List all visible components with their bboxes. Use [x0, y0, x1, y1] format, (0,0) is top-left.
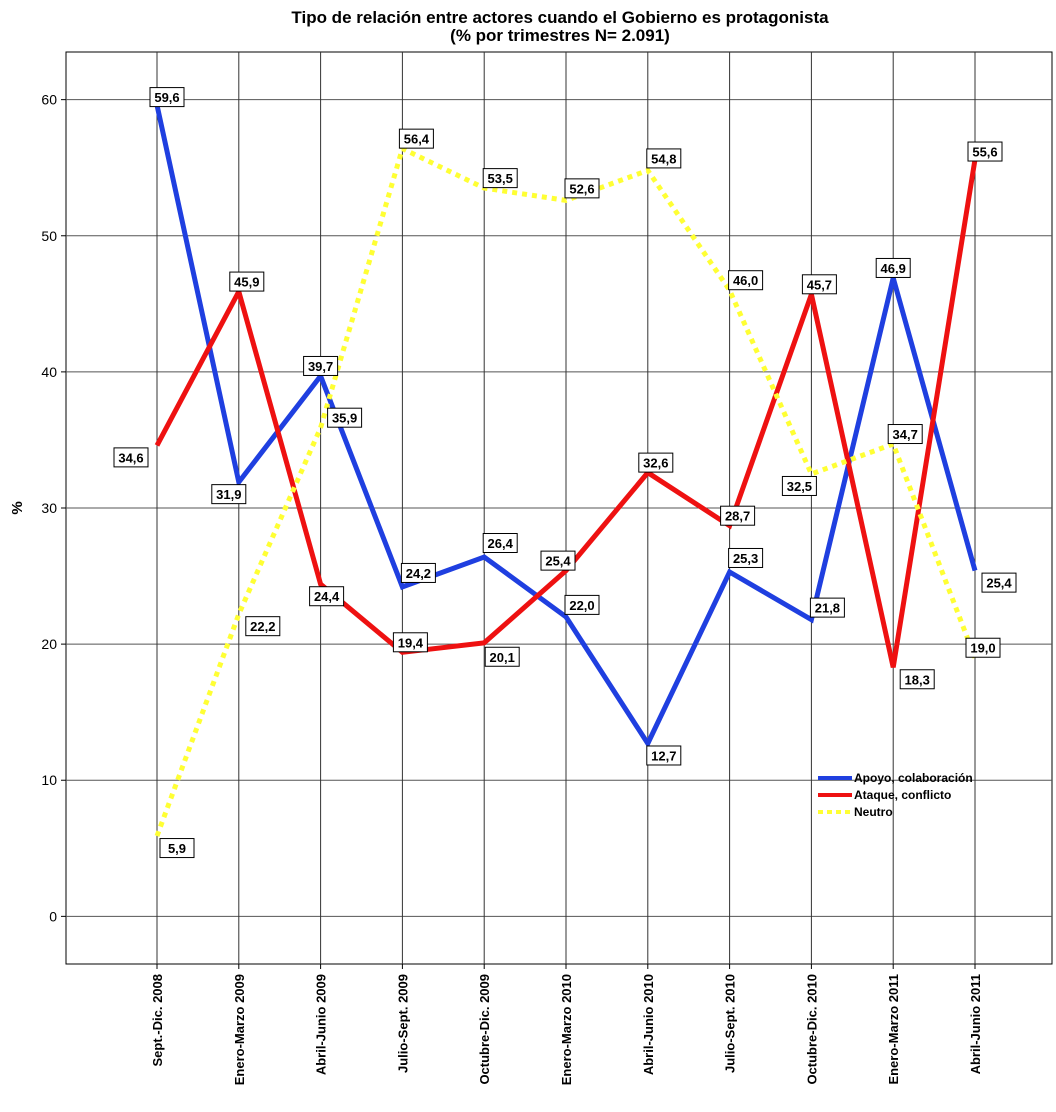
data-label: 32,5 [787, 479, 812, 494]
data-label: 24,2 [406, 566, 431, 581]
data-label: 31,9 [216, 487, 241, 502]
x-tick-label: Enero-Marzo 2009 [232, 974, 247, 1085]
chart-title: Tipo de relación entre actores cuando el… [291, 8, 829, 27]
data-label-box [245, 616, 281, 637]
data-label: 34,7 [893, 427, 918, 442]
data-label-box [159, 838, 195, 859]
y-tick-label: 20 [41, 636, 57, 652]
data-label-box [540, 550, 576, 571]
data-label-box [482, 168, 518, 189]
data-label-box [875, 257, 911, 278]
y-axis-label: % [9, 501, 26, 514]
data-label: 34,6 [118, 450, 143, 465]
data-label-box [899, 669, 935, 690]
data-label: 53,5 [488, 171, 513, 186]
data-label-box [211, 484, 247, 505]
chart-subtitle: (% por trimestres N= 2.091) [450, 26, 670, 45]
data-label: 22,0 [569, 598, 594, 613]
series-line-0 [154, 104, 978, 749]
data-label-box [720, 505, 756, 526]
data-label-box [327, 407, 363, 428]
data-label-box [728, 270, 764, 291]
data-label-box [149, 87, 185, 108]
x-tick-label: Enero-Marzo 2010 [559, 974, 574, 1085]
legend-label: Ataque, conflicto [854, 788, 951, 802]
data-label: 18,3 [905, 672, 930, 687]
data-label-box [781, 475, 817, 496]
data-label: 5,9 [168, 841, 186, 856]
data-label: 32,6 [643, 456, 668, 471]
x-tick-label: Julio-Sept. 2010 [723, 974, 738, 1073]
x-tick-label: Sept.-Dic. 2008 [150, 974, 165, 1067]
data-label: 20,1 [490, 650, 515, 665]
data-label: 26,4 [488, 536, 514, 551]
data-label: 59,6 [154, 90, 179, 105]
data-label-box [113, 447, 149, 468]
data-label-box [809, 597, 845, 618]
data-label-box [564, 594, 600, 615]
x-tick-label: Abril-Junio 2010 [641, 974, 656, 1075]
data-label: 46,9 [881, 261, 906, 276]
data-label: 25,3 [733, 551, 758, 566]
data-label: 19,4 [398, 635, 424, 650]
data-label: 25,4 [986, 576, 1012, 591]
data-label: 25,4 [545, 554, 571, 569]
x-tick-label: Abril-Junio 2009 [314, 974, 329, 1075]
data-label: 54,8 [651, 151, 676, 166]
grid [65, 51, 1053, 965]
y-tick-label: 0 [49, 908, 57, 924]
data-label-box [965, 637, 1001, 658]
data-label: 52,6 [569, 181, 594, 196]
data-label: 22,2 [250, 619, 275, 634]
data-label-box [638, 452, 674, 473]
y-tick-label: 50 [41, 228, 57, 244]
y-tick-label: 10 [41, 772, 57, 788]
data-label: 56,4 [404, 132, 430, 147]
data-label: 28,7 [725, 509, 750, 524]
data-label-box [887, 424, 923, 445]
data-label: 24,4 [314, 589, 340, 604]
data-label-box [564, 178, 600, 199]
data-label-box [728, 547, 764, 568]
data-label-box [400, 562, 436, 583]
x-tick-label: Octubre-Dic. 2010 [804, 974, 819, 1085]
legend-label: Neutro [854, 805, 893, 819]
data-label-box [484, 646, 520, 667]
data-label: 19,0 [970, 641, 995, 656]
series-line-2 [154, 145, 978, 837]
x-tick-label: Enero-Marzo 2011 [886, 974, 901, 1085]
data-label: 55,6 [972, 145, 997, 160]
legend: Apoyo, colaboración Ataque, conflicto Neut… [818, 771, 973, 819]
data-label-box [801, 274, 837, 295]
data-label-box [981, 572, 1017, 593]
legend-label: Apoyo, colaboración [854, 771, 973, 785]
data-label-box [967, 141, 1003, 162]
data-label: 45,9 [234, 275, 259, 290]
data-label: 39,7 [308, 359, 333, 374]
data-label: 35,9 [332, 411, 357, 426]
x-tick-label: Abril-Junio 2011 [968, 974, 983, 1074]
y-tick-label: 60 [41, 92, 57, 108]
x-tick-label: Octubre-Dic. 2009 [477, 974, 492, 1085]
x-axis-ticks: Sept.-Dic. 2008 Enero-Marzo 2009 Abril-Jun… [150, 964, 983, 1085]
data-label: 46,0 [733, 273, 758, 288]
data-label-box [303, 355, 339, 376]
data-label: 12,7 [651, 748, 676, 763]
data-label-box [398, 128, 434, 149]
y-axis-ticks: 0 10 20 30 40 50 60 [41, 92, 66, 924]
data-label-box [229, 271, 265, 292]
data-label-box [392, 632, 428, 653]
data-labels: 59,6 31,9 39,7 24,2 26,4 22,0 12,7 25,3 21,8 46,9… [113, 87, 1017, 859]
data-label-box [646, 745, 682, 766]
data-label-box [646, 148, 682, 169]
y-tick-label: 30 [41, 500, 57, 516]
data-label: 45,7 [807, 277, 832, 292]
x-tick-label: Julio-Sept. 2009 [395, 974, 410, 1073]
data-label-box [482, 533, 518, 554]
data-label: 21,8 [815, 601, 840, 616]
y-tick-label: 40 [41, 364, 57, 380]
data-label-box [309, 586, 345, 607]
